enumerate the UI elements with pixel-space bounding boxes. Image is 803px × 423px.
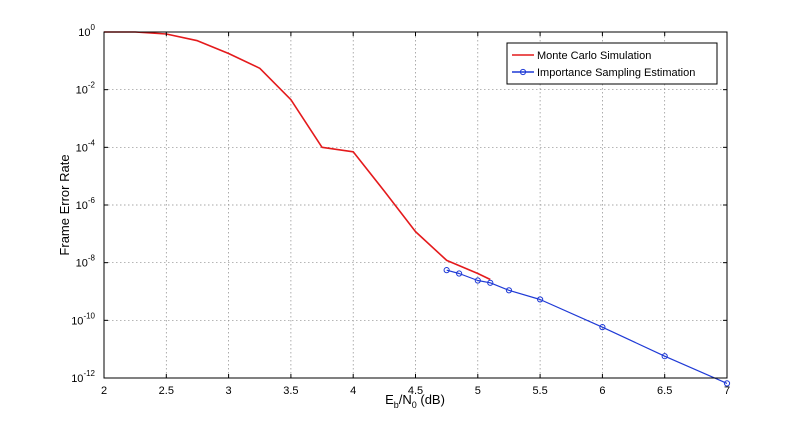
x-tick-label: 4 [350, 385, 356, 397]
legend-label-importance-sampling: Importance Sampling Estimation [537, 67, 695, 79]
y-axis-label: Frame Error Rate [57, 154, 72, 255]
y-tick-label: 10-2 [76, 81, 96, 97]
data-point-importance-sampling-estimation [474, 277, 481, 284]
y-tick-label: 10-4 [76, 138, 96, 154]
legend-marker-importance-sampling [519, 68, 527, 76]
legend-label-monte-carlo: Monte Carlo Simulation [537, 50, 651, 62]
x-tick-label: 6 [599, 385, 605, 397]
x-tick-label: 3.5 [283, 385, 298, 397]
data-point-importance-sampling-estimation [661, 353, 668, 360]
ticks [103, 31, 728, 379]
legend: Monte Carlo Simulation Importance Sampli… [506, 42, 718, 85]
series-line-importance-sampling-estimation [446, 269, 728, 384]
data-point-importance-sampling-estimation [723, 380, 731, 387]
legend-box [506, 42, 718, 85]
x-axis-label: Eb/N0 (dB) [385, 392, 445, 410]
x-tick-label: 3 [226, 385, 232, 397]
x-tick-label: 2 [101, 385, 107, 397]
data-point-importance-sampling-estimation [443, 267, 450, 274]
y-tick-label: 10-10 [71, 311, 95, 327]
x-tick-label: 4.5 [408, 385, 423, 397]
grid [104, 32, 727, 378]
series-layer [104, 31, 731, 387]
data-point-importance-sampling-estimation [599, 324, 606, 331]
x-tick-label: 5.5 [532, 385, 547, 397]
series-line-monte-carlo-simulation [104, 31, 491, 281]
data-point-importance-sampling-estimation [456, 270, 463, 277]
y-tick-label: 100 [78, 23, 95, 39]
data-point-importance-sampling-estimation [487, 279, 494, 286]
x-tick-label: 2.5 [159, 385, 174, 397]
x-tick-label: 7 [724, 385, 730, 397]
y-tick-label: 10-8 [76, 254, 96, 270]
data-point-importance-sampling-estimation [505, 287, 513, 294]
y-tick-label: 10-12 [71, 369, 95, 385]
data-point-importance-sampling-estimation [537, 296, 544, 303]
x-tick-label: 6.5 [657, 385, 672, 397]
x-tick-label: 5 [475, 385, 481, 397]
x-tick-labels: 2 2.5 3 3.5 4 4.5 5 5.5 6 6.5 7 [101, 385, 730, 397]
y-tick-label: 10-6 [76, 196, 96, 212]
y-tick-labels: 100 10-2 10-4 10-6 10-8 10-10 10-12 [71, 23, 95, 385]
